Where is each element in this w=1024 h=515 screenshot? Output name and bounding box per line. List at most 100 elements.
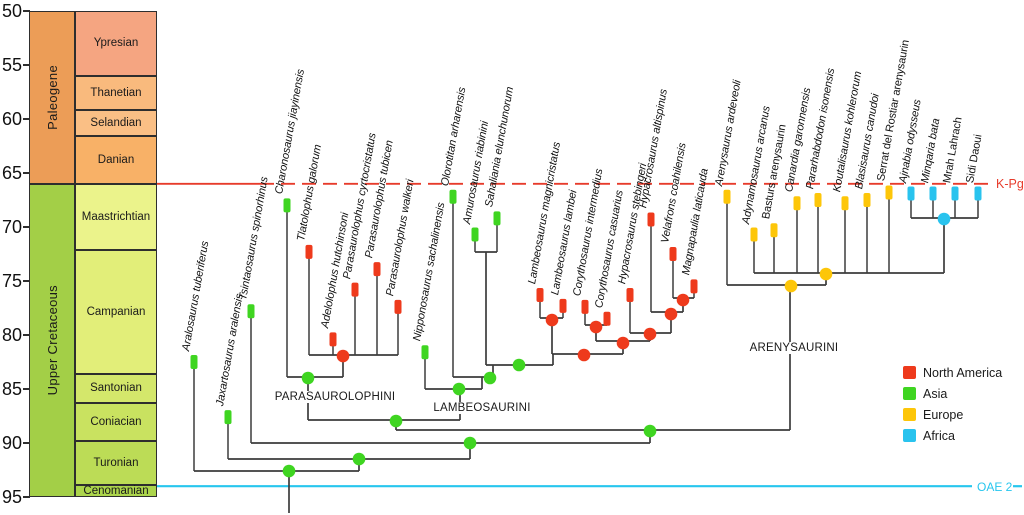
stage-box-turonian: Turonian bbox=[75, 440, 157, 486]
tick-label-75: 75 bbox=[1, 271, 22, 291]
stage-box-danian: Danian bbox=[75, 136, 157, 184]
tip-marker-hypacrosaurus-altispinus bbox=[647, 212, 655, 227]
node-circle-15 bbox=[664, 307, 678, 321]
node-circle-9 bbox=[512, 358, 526, 372]
stage-label-santonian: Santonian bbox=[90, 382, 142, 395]
node-circle-14 bbox=[643, 327, 657, 341]
stage-box-ypresian: Ypresian bbox=[75, 11, 157, 76]
stage-label-ypresian: Ypresian bbox=[93, 37, 139, 50]
tick-label-60: 60 bbox=[1, 109, 22, 129]
tip-marker-blasisaurus-canudoi bbox=[863, 193, 871, 207]
node-circle-6 bbox=[336, 349, 350, 363]
period-box-paleogene: Paleogene bbox=[29, 11, 75, 184]
tip-marker-adelolophus-hutchinsoni bbox=[329, 332, 337, 347]
tip-marker-charonosaurus-jiayinensis bbox=[283, 198, 291, 213]
node-circle-12 bbox=[589, 320, 603, 334]
tip-marker-koutalisaurus-kohlerorum bbox=[841, 196, 849, 211]
legend: North America Asia Europe Africa bbox=[903, 366, 1002, 450]
tip-marker-hypacrosaurus-stebingeri bbox=[626, 288, 634, 303]
stage-box-maastrichtian: Maastrichtian bbox=[75, 183, 157, 250]
node-circle-8 bbox=[483, 371, 497, 385]
tip-marker-canardia-garonnensis bbox=[793, 196, 801, 211]
tip-marker-parasaurolophus-tubicen bbox=[373, 262, 381, 277]
node-circle-7 bbox=[452, 382, 466, 396]
tip-marker-corythosaurus-casuarius bbox=[603, 311, 611, 326]
tip-marker-adynamosaurus-arcanus bbox=[750, 227, 758, 242]
legend-text-europe: Europe bbox=[923, 407, 964, 422]
tip-marker-corythosaurus-intermedius bbox=[581, 299, 589, 314]
tip-marker-basturs-arenysaurin bbox=[770, 223, 778, 238]
tick-label-50: 50 bbox=[1, 1, 22, 21]
stage-box-santonian: Santonian bbox=[75, 373, 157, 404]
period-label-paleogene: Paleogene bbox=[44, 64, 60, 130]
legend-row-africa: Africa bbox=[903, 429, 1002, 443]
stage-box-selandian: Selandian bbox=[75, 110, 157, 137]
tip-marker-pararhabdodon-isonensis bbox=[814, 193, 822, 207]
tip-marker-olorotitan-arharensis bbox=[449, 189, 457, 204]
tick-mark-70 bbox=[23, 226, 30, 228]
tip-marker-tlatolophus-galorum bbox=[305, 244, 313, 259]
tip-marker-sahaliania-elunchunorum bbox=[493, 211, 501, 226]
tip-marker-magnapaulia-laticauda bbox=[690, 279, 698, 294]
tick-label-90: 90 bbox=[1, 433, 22, 453]
node-circle-16 bbox=[676, 293, 690, 307]
clade-label-lambeosaurini: LAMBEOSAURINI bbox=[431, 402, 533, 414]
tick-mark-60 bbox=[23, 118, 30, 120]
tip-marker-lambeosaurus-magnicristatus bbox=[536, 288, 544, 303]
node-circle-0 bbox=[282, 464, 296, 478]
node-circle-3 bbox=[643, 424, 657, 438]
clade-label-parasaurolophini: PARASAUROLOPHINI bbox=[272, 391, 398, 403]
stage-box-thanetian: Thanetian bbox=[75, 75, 157, 111]
tick-mark-85 bbox=[23, 388, 30, 390]
tip-marker-jaxartosaurus-aralensis bbox=[224, 410, 232, 425]
tick-label-85: 85 bbox=[1, 379, 22, 399]
stage-label-turonian: Turonian bbox=[93, 456, 139, 469]
stage-box-cenomanian: Cenomanian bbox=[75, 485, 157, 497]
legend-swatch-asia bbox=[903, 387, 916, 400]
tip-marker-amurosaurus-riabinini bbox=[471, 227, 479, 242]
tip-marker-mrah-lahrach bbox=[951, 186, 959, 201]
tip-marker-ajnabia-odysseus bbox=[907, 186, 915, 201]
stage-label-maastrichtian: Maastrichtian bbox=[81, 210, 151, 223]
tick-mark-95 bbox=[23, 496, 30, 498]
stage-label-campanian: Campanian bbox=[86, 305, 146, 318]
tip-marker-parasaurolophus-cyrtocristatus bbox=[351, 282, 359, 297]
node-circle-4 bbox=[389, 414, 403, 428]
stage-label-thanetian: Thanetian bbox=[90, 87, 142, 100]
tip-marker-aralosaurus-tuberiferus bbox=[190, 355, 198, 369]
tick-mark-50 bbox=[23, 10, 30, 12]
tick-mark-75 bbox=[23, 280, 30, 282]
node-circle-17 bbox=[784, 279, 798, 293]
node-circle-13 bbox=[616, 336, 630, 350]
period-label-upper-cretaceous: Upper Cretaceous bbox=[44, 285, 60, 396]
tick-label-70: 70 bbox=[1, 217, 22, 237]
node-circle-19 bbox=[937, 212, 951, 226]
tip-marker-minqaria-bata bbox=[929, 186, 937, 201]
legend-text-north-america: North America bbox=[923, 365, 1003, 380]
legend-row-asia: Asia bbox=[903, 386, 1002, 401]
tip-marker-tsintaosaurus-spinorhinus bbox=[247, 304, 255, 319]
tick-label-80: 80 bbox=[1, 325, 22, 345]
stage-box-coniacian: Coniacian bbox=[75, 403, 157, 441]
node-circle-10 bbox=[577, 348, 591, 362]
tip-marker-serrat-del-rostiar-arenysaurin bbox=[885, 185, 893, 200]
legend-text-asia: Asia bbox=[923, 386, 948, 401]
tip-marker-lambeosaurus-lambei bbox=[559, 298, 567, 313]
tick-label-55: 55 bbox=[1, 55, 22, 75]
node-circle-11 bbox=[545, 313, 559, 327]
node-circle-18 bbox=[819, 267, 833, 281]
tick-label-65: 65 bbox=[1, 163, 22, 183]
legend-row-north-america: North America bbox=[903, 365, 1003, 380]
tip-marker-nipponosaurus-sachalinensis bbox=[421, 345, 429, 360]
tip-marker-sidi-daoui bbox=[974, 186, 982, 201]
tick-mark-90 bbox=[23, 442, 30, 444]
tick-label-95: 95 bbox=[1, 487, 22, 507]
tick-mark-55 bbox=[23, 64, 30, 66]
legend-swatch-north-america bbox=[903, 366, 916, 379]
kpg-boundary-label: K-Pg bbox=[996, 177, 1024, 191]
stage-label-cenomanian: Cenomanian bbox=[83, 485, 149, 498]
tip-marker-velafrons-coahilensis bbox=[669, 247, 677, 261]
node-circle-2 bbox=[463, 436, 477, 450]
